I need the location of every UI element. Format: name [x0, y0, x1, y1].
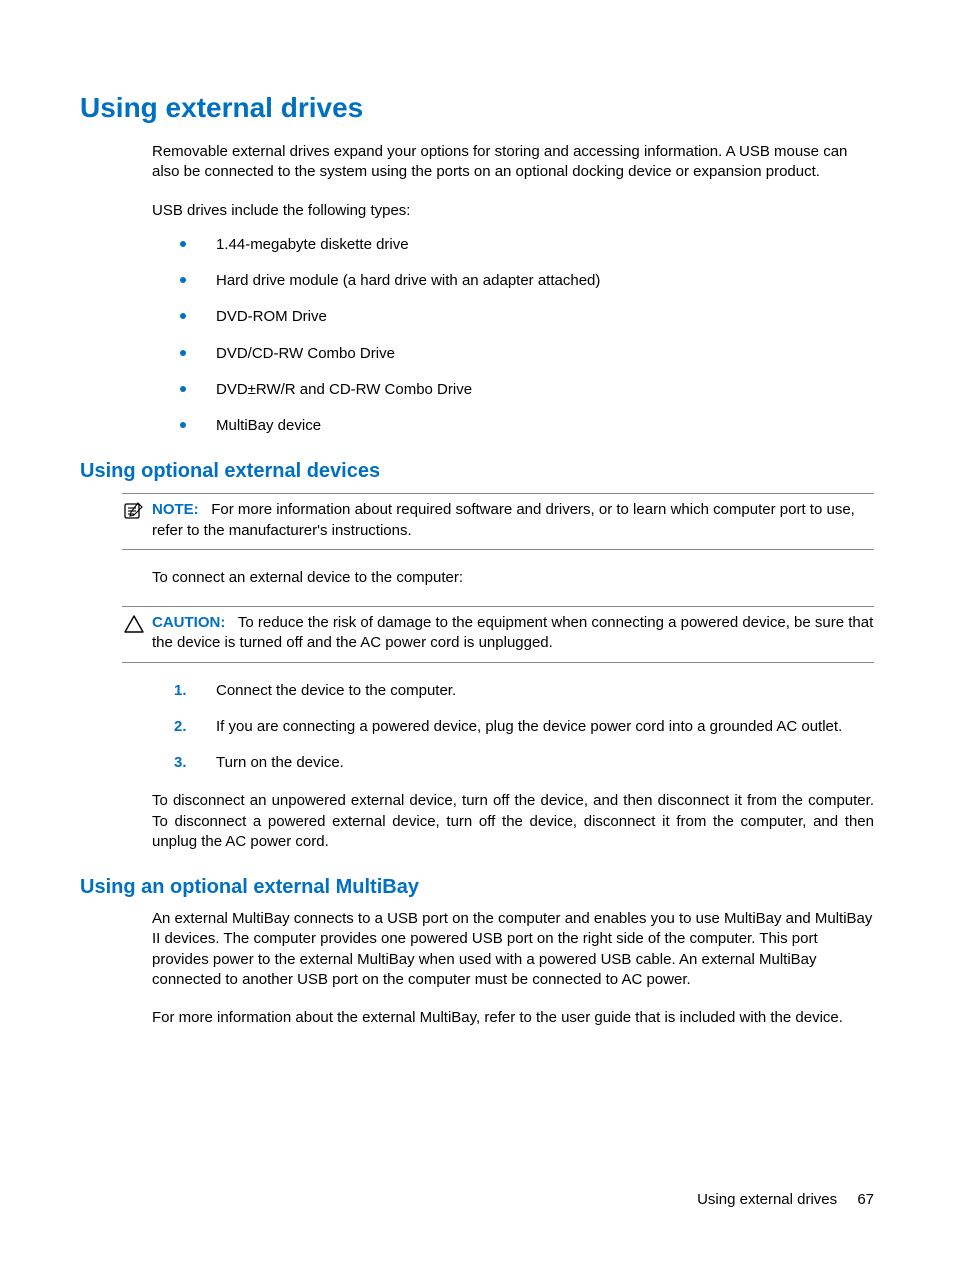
footer-title: Using external drives — [697, 1191, 837, 1208]
list-item: DVD/CD-RW Combo Drive — [152, 344, 874, 364]
intro-paragraph: Removable external drives expand your op… — [152, 142, 874, 183]
connect-steps: Connect the device to the computer. If y… — [80, 681, 874, 774]
multibay-block: An external MultiBay connects to a USB p… — [152, 909, 874, 1028]
list-item: Connect the device to the computer. — [152, 681, 874, 701]
usb-types-list: 1.44-megabyte diskette drive Hard drive … — [80, 235, 874, 437]
note-body: For more information about required soft… — [152, 501, 855, 538]
note-text: NOTE: For more information about require… — [152, 500, 874, 541]
disconnect-block: To disconnect an unpowered external devi… — [152, 791, 874, 852]
caution-text: CAUTION: To reduce the risk of damage to… — [152, 613, 874, 654]
list-item: Turn on the device. — [152, 753, 874, 773]
list-item: DVD±RW/R and CD-RW Combo Drive — [152, 380, 874, 400]
section-heading-optional-devices: Using optional external devices — [80, 460, 874, 483]
note-label: NOTE: — [152, 501, 199, 518]
list-item: DVD-ROM Drive — [152, 307, 874, 327]
caution-label: CAUTION: — [152, 614, 225, 631]
connect-intro: To connect an external device to the com… — [152, 568, 874, 588]
list-item: 1.44-megabyte diskette drive — [152, 235, 874, 255]
multibay-para2: For more information about the external … — [152, 1008, 874, 1028]
document-page: Using external drives Removable external… — [0, 0, 954, 1270]
page-footer: Using external drives 67 — [697, 1191, 874, 1208]
page-title: Using external drives — [80, 92, 874, 124]
caution-callout: CAUTION: To reduce the risk of damage to… — [122, 606, 874, 663]
section-heading-multibay: Using an optional external MultiBay — [80, 876, 874, 899]
multibay-para1: An external MultiBay connects to a USB p… — [152, 909, 874, 990]
disconnect-paragraph: To disconnect an unpowered external devi… — [152, 791, 874, 852]
caution-body: To reduce the risk of damage to the equi… — [152, 614, 873, 651]
list-item: MultiBay device — [152, 416, 874, 436]
note-icon — [122, 501, 146, 521]
list-item: Hard drive module (a hard drive with an … — [152, 271, 874, 291]
note-callout-wrapper: NOTE: For more information about require… — [122, 493, 874, 550]
intro-block: Removable external drives expand your op… — [152, 142, 874, 221]
note-callout: NOTE: For more information about require… — [122, 493, 874, 550]
footer-page-number: 67 — [857, 1191, 874, 1208]
list-item: If you are connecting a powered device, … — [152, 717, 874, 737]
caution-icon — [122, 614, 146, 634]
caution-callout-wrapper: CAUTION: To reduce the risk of damage to… — [122, 606, 874, 663]
usb-types-intro: USB drives include the following types: — [152, 201, 874, 221]
connect-intro-block: To connect an external device to the com… — [152, 568, 874, 588]
